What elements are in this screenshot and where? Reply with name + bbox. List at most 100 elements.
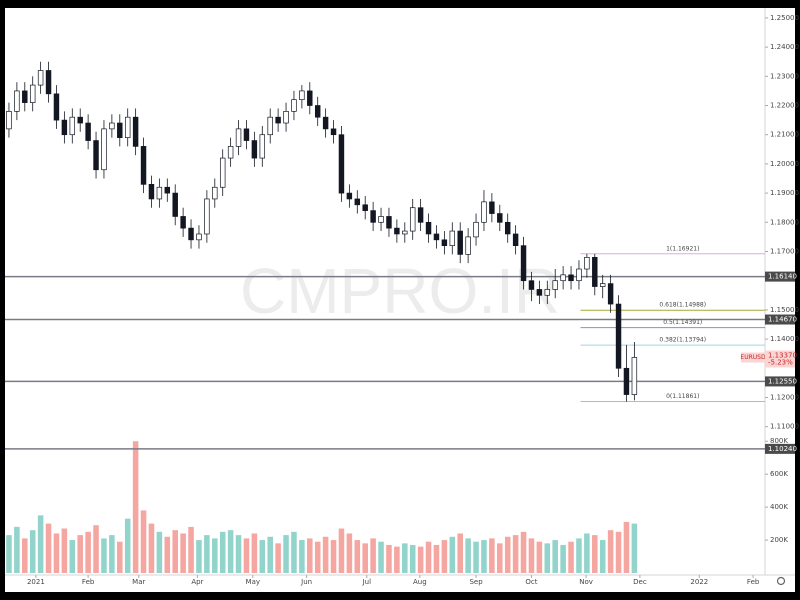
volume-bar — [623, 521, 630, 573]
candle-body — [6, 111, 12, 130]
candle-body — [101, 128, 107, 171]
gear-icon[interactable] — [776, 576, 786, 586]
level-label: 1.10240 — [768, 445, 797, 453]
volume-bar — [148, 523, 155, 573]
volume-bar — [449, 536, 456, 573]
x-tick-label: Dec — [633, 578, 647, 586]
volume-bar — [615, 531, 622, 573]
candle-body — [607, 283, 614, 305]
candle-body — [180, 216, 186, 229]
volume-bar — [504, 536, 511, 573]
volume-bar — [156, 531, 163, 573]
candle-body — [291, 99, 297, 112]
candle-body — [536, 289, 543, 296]
volume-bar — [227, 530, 234, 573]
x-tick-label: Aug — [413, 578, 427, 586]
volume-bar — [164, 536, 171, 573]
candle-body — [417, 207, 424, 223]
volume-bar — [117, 541, 123, 573]
y-tick-label: 1.20000 — [770, 160, 799, 168]
fib-label: 0.618(1.14988) — [659, 302, 706, 309]
volume-bar — [631, 523, 638, 573]
volume-bar — [409, 545, 416, 573]
candle-body — [362, 204, 368, 211]
candle-body — [330, 128, 337, 136]
volume-bar — [544, 543, 551, 573]
volume-bar — [394, 546, 400, 573]
volume-bar — [425, 541, 432, 573]
volume-bar — [140, 510, 147, 573]
candle-body — [37, 70, 44, 86]
volume-bar — [6, 535, 12, 573]
x-tick-label: Oct — [525, 578, 537, 586]
volume-bar — [489, 538, 495, 573]
volume-bar — [497, 543, 503, 573]
volume-bar — [291, 531, 297, 573]
candle-body — [93, 140, 99, 171]
fib-label: 0(1.11861) — [666, 393, 699, 400]
candle-body — [61, 119, 68, 136]
watermark: CMPRO.IR — [240, 255, 560, 327]
candle-body — [124, 116, 131, 138]
y-tick-label: 1.21000 — [770, 131, 799, 139]
volume-bar — [101, 538, 107, 573]
candle-body — [204, 198, 210, 235]
symbol-label-box — [741, 352, 765, 363]
volume-bar — [592, 535, 598, 573]
candle-body — [370, 210, 376, 223]
volume-bar — [338, 528, 345, 573]
y-tick-label: 1.14000 — [770, 335, 799, 343]
volume-bar — [576, 538, 582, 573]
candle-body — [409, 207, 416, 232]
volume-bar — [212, 538, 218, 573]
y-tick-label: 1.19000 — [770, 189, 799, 197]
volume-bar — [433, 545, 440, 573]
y-tick-label: 1.23000 — [770, 72, 799, 80]
candle-body — [552, 280, 558, 290]
x-tick-label: Mar — [132, 578, 145, 586]
volume-tick-label: 600K — [770, 470, 788, 478]
volume-bar — [520, 531, 527, 573]
settings-icon[interactable] — [776, 576, 786, 586]
candle-body — [45, 70, 52, 95]
x-tick-label: Jul — [362, 578, 372, 586]
volume-bar — [560, 545, 566, 573]
volume-bar — [53, 533, 60, 573]
volume-bar — [378, 541, 384, 573]
symbol-label: EURUSD — [740, 354, 766, 361]
candle-body — [307, 90, 313, 106]
volume-bar — [22, 538, 28, 573]
volume-bar — [599, 540, 606, 573]
candle-body — [267, 116, 273, 136]
volume-bar — [204, 535, 210, 573]
candle-body — [251, 140, 258, 159]
candle-body — [584, 256, 590, 270]
x-tick-label: Feb — [82, 578, 95, 586]
candle-body — [22, 90, 28, 103]
volume-bar — [275, 543, 281, 573]
candle-body — [354, 198, 361, 206]
candle-body — [592, 256, 598, 287]
candle-body — [599, 283, 606, 287]
volume-bar — [512, 535, 519, 573]
candle-body — [219, 157, 226, 188]
candle-body — [156, 186, 163, 200]
x-tick-label: Feb — [747, 578, 760, 586]
x-tick-label: Nov — [579, 578, 593, 586]
candle-body — [568, 274, 574, 282]
volume-bar — [267, 536, 273, 573]
candle-body — [132, 116, 139, 147]
candle-body — [212, 186, 218, 200]
candle-body — [449, 230, 456, 247]
level-label: 1.14670 — [768, 316, 797, 324]
volume-bar — [370, 538, 376, 573]
volume-bar — [29, 530, 36, 573]
volume-bar — [568, 541, 574, 573]
x-tick-label: May — [246, 578, 260, 586]
volume-bar — [132, 441, 139, 573]
candle-body — [576, 268, 582, 282]
volume-bar — [45, 523, 52, 573]
candle-body — [77, 116, 83, 124]
volume-bar — [473, 541, 479, 573]
